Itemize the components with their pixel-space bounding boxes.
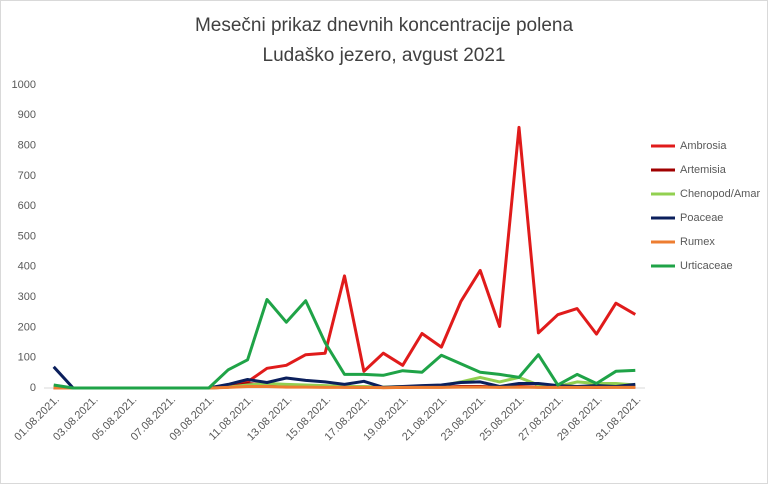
- legend-label: Urticaceae: [680, 260, 733, 272]
- legend-label: Poaceae: [680, 212, 723, 224]
- series-line: [53, 298, 636, 390]
- y-tick-label: 400: [18, 261, 36, 273]
- y-tick-label: 0: [30, 382, 36, 394]
- legend-label: Ambrosia: [680, 140, 727, 152]
- legend-label: Rumex: [680, 236, 715, 248]
- y-tick-label: 700: [18, 170, 36, 182]
- y-tick-label: 100: [18, 352, 36, 364]
- y-tick-label: 800: [18, 140, 36, 152]
- y-tick-label: 200: [18, 321, 36, 333]
- y-tick-label: 600: [18, 200, 36, 212]
- legend-label: Chenopod/Amar: [680, 188, 760, 200]
- chart-subtitle: Ludaško jezero, avgust 2021: [263, 45, 506, 66]
- y-tick-label: 300: [18, 291, 36, 303]
- y-tick-label: 900: [18, 109, 36, 121]
- legend-label: Artemisia: [680, 164, 727, 176]
- chart-title: Mesečni prikaz dnevnih koncentracije pol…: [195, 15, 574, 36]
- y-tick-label: 1000: [12, 79, 36, 91]
- y-tick-label: 500: [18, 230, 36, 242]
